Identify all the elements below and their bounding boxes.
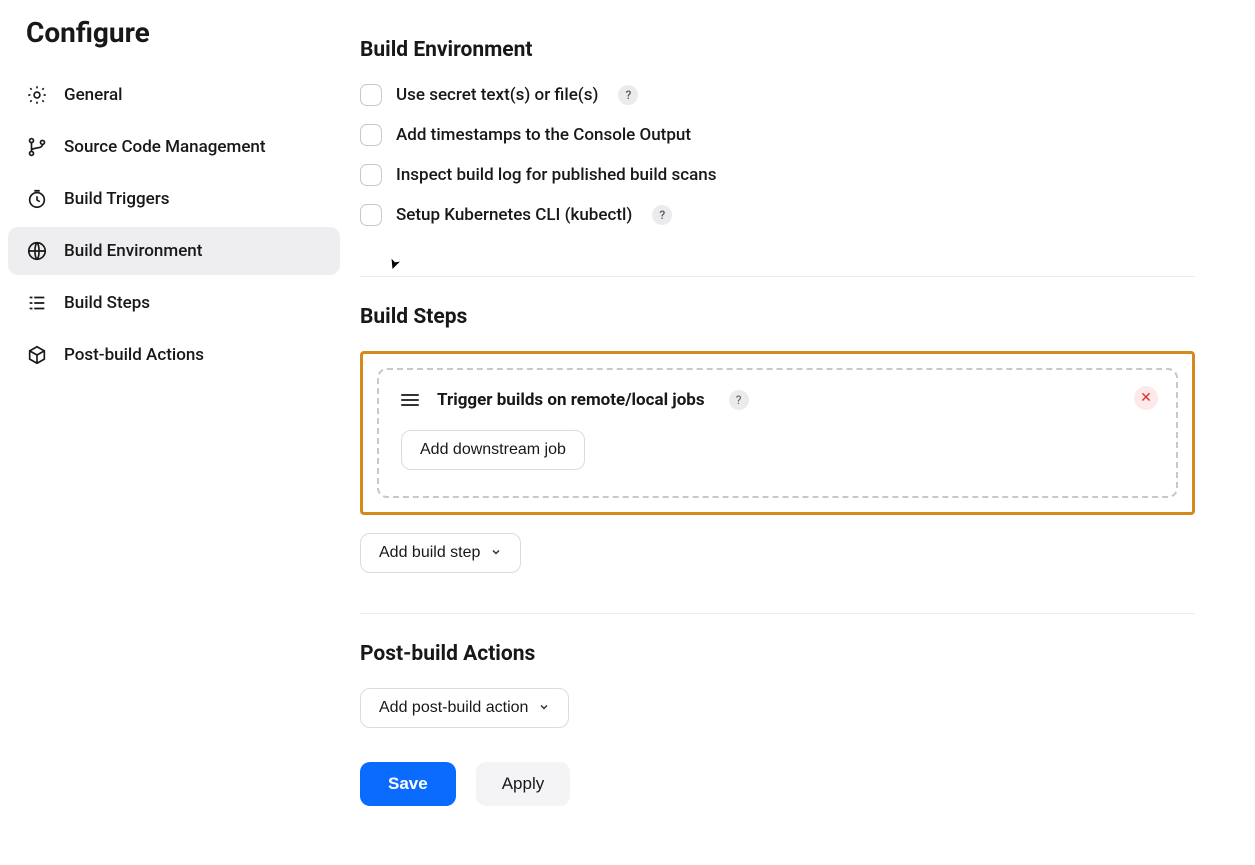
env-option-label: Add timestamps to the Console Output: [396, 125, 691, 145]
configure-page: Configure General Source Code Management…: [0, 0, 1255, 865]
add-build-step-button[interactable]: Add build step: [360, 533, 521, 573]
divider: [360, 613, 1195, 614]
package-icon: [26, 344, 48, 366]
chevron-down-icon: [490, 546, 502, 561]
build-step-title: Trigger builds on remote/local jobs: [437, 390, 705, 410]
env-options-list: Use secret text(s) or file(s) ? Add time…: [360, 84, 1195, 226]
sidebar: Configure General Source Code Management…: [0, 10, 340, 835]
sidebar-item-steps[interactable]: Build Steps: [8, 279, 340, 327]
env-option-kubectl[interactable]: Setup Kubernetes CLI (kubectl) ?: [360, 204, 1195, 226]
add-post-build-action-button[interactable]: Add post-build action: [360, 688, 569, 728]
drag-handle-icon[interactable]: [401, 394, 419, 406]
sidebar-item-scm[interactable]: Source Code Management: [8, 123, 340, 171]
divider: [360, 276, 1195, 277]
branch-icon: [26, 136, 48, 158]
chevron-down-icon: [538, 701, 550, 716]
env-option-buildscans[interactable]: Inspect build log for published build sc…: [360, 164, 1195, 186]
checkbox[interactable]: [360, 84, 382, 106]
help-icon[interactable]: ?: [652, 205, 672, 225]
sidebar-item-triggers[interactable]: Build Triggers: [8, 175, 340, 223]
sidebar-item-environment[interactable]: Build Environment: [8, 227, 340, 275]
checkbox[interactable]: [360, 124, 382, 146]
sidebar-item-label: General: [64, 85, 122, 105]
clock-icon: [26, 188, 48, 210]
build-steps-title: Build Steps: [360, 305, 1195, 329]
sidebar-item-label: Source Code Management: [64, 137, 266, 157]
sidebar-item-general[interactable]: General: [8, 71, 340, 119]
sidebar-item-postbuild[interactable]: Post-build Actions: [8, 331, 340, 379]
checkbox[interactable]: [360, 164, 382, 186]
button-label: Add downstream job: [420, 441, 566, 459]
build-step-header: Trigger builds on remote/local jobs ?: [401, 390, 1154, 410]
cursor-icon: ➤: [384, 256, 403, 272]
sidebar-title: Configure: [26, 16, 340, 49]
sidebar-item-label: Build Triggers: [64, 189, 170, 209]
sidebar-item-label: Build Environment: [64, 241, 202, 261]
sidebar-list: General Source Code Management Build Tri…: [8, 71, 340, 379]
save-button[interactable]: Save: [360, 762, 456, 806]
close-icon: ✕: [1140, 390, 1152, 406]
globe-icon: [26, 240, 48, 262]
env-option-label: Setup Kubernetes CLI (kubectl): [396, 205, 632, 225]
steps-icon: [26, 292, 48, 314]
help-icon[interactable]: ?: [618, 85, 638, 105]
env-option-timestamps[interactable]: Add timestamps to the Console Output: [360, 124, 1195, 146]
env-option-secret[interactable]: Use secret text(s) or file(s) ?: [360, 84, 1195, 106]
footer-buttons: Save Apply: [360, 762, 1195, 806]
gear-icon: [26, 84, 48, 106]
build-step-card: Trigger builds on remote/local jobs ? ✕ …: [377, 368, 1178, 498]
sidebar-item-label: Post-build Actions: [64, 345, 204, 365]
button-label: Add post-build action: [379, 699, 528, 717]
post-build-title: Post-build Actions: [360, 642, 1195, 666]
main-content: Build Environment Use secret text(s) or …: [340, 10, 1255, 835]
sidebar-item-label: Build Steps: [64, 293, 150, 313]
checkbox[interactable]: [360, 204, 382, 226]
apply-button[interactable]: Apply: [476, 762, 571, 806]
build-environment-title: Build Environment: [360, 38, 1195, 62]
add-downstream-job-button[interactable]: Add downstream job: [401, 430, 585, 470]
help-icon[interactable]: ?: [729, 390, 749, 410]
highlighted-step-region: Trigger builds on remote/local jobs ? ✕ …: [360, 351, 1195, 515]
delete-step-button[interactable]: ✕: [1134, 386, 1158, 410]
button-label: Add build step: [379, 544, 480, 562]
env-option-label: Use secret text(s) or file(s): [396, 85, 598, 105]
env-option-label: Inspect build log for published build sc…: [396, 165, 716, 185]
